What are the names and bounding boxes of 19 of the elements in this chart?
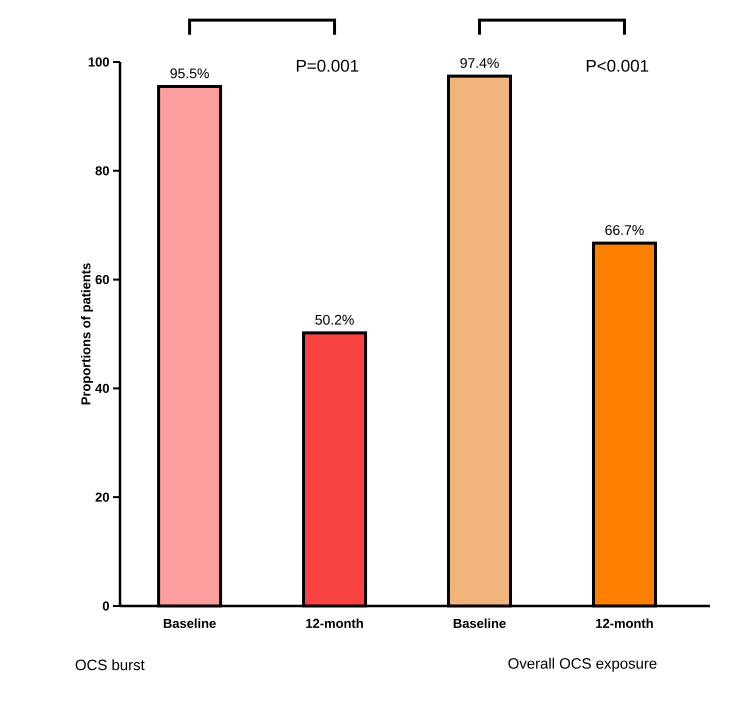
y-tick-label: 40 bbox=[95, 384, 109, 393]
text: OCS burst bbox=[76, 659, 145, 670]
x-tick-label: Baseline bbox=[164, 618, 216, 628]
y-axis-title: Proportions of patients bbox=[80, 263, 94, 404]
y-tick-label: 60 bbox=[96, 274, 109, 284]
data-label: 50.2% bbox=[315, 314, 354, 325]
data-label: 66.7% bbox=[605, 225, 644, 235]
y-tick-label: 100 bbox=[88, 57, 109, 67]
data-label: 97.4% bbox=[460, 58, 499, 68]
y-tick-label: 20 bbox=[96, 492, 109, 502]
annotation: P<0.001 bbox=[586, 60, 648, 72]
annotation: P=0.001 bbox=[296, 60, 358, 72]
text: Overall OCS exposure bbox=[508, 658, 656, 672]
x-tick-label: 12-month bbox=[306, 618, 363, 628]
x-tick-label: Baseline bbox=[454, 618, 506, 628]
y-tick-label: 80 bbox=[96, 166, 109, 176]
y-tick-label: 0 bbox=[102, 601, 109, 611]
x-tick-label: 12-month bbox=[596, 618, 653, 628]
data-label: 95.5% bbox=[170, 68, 209, 78]
